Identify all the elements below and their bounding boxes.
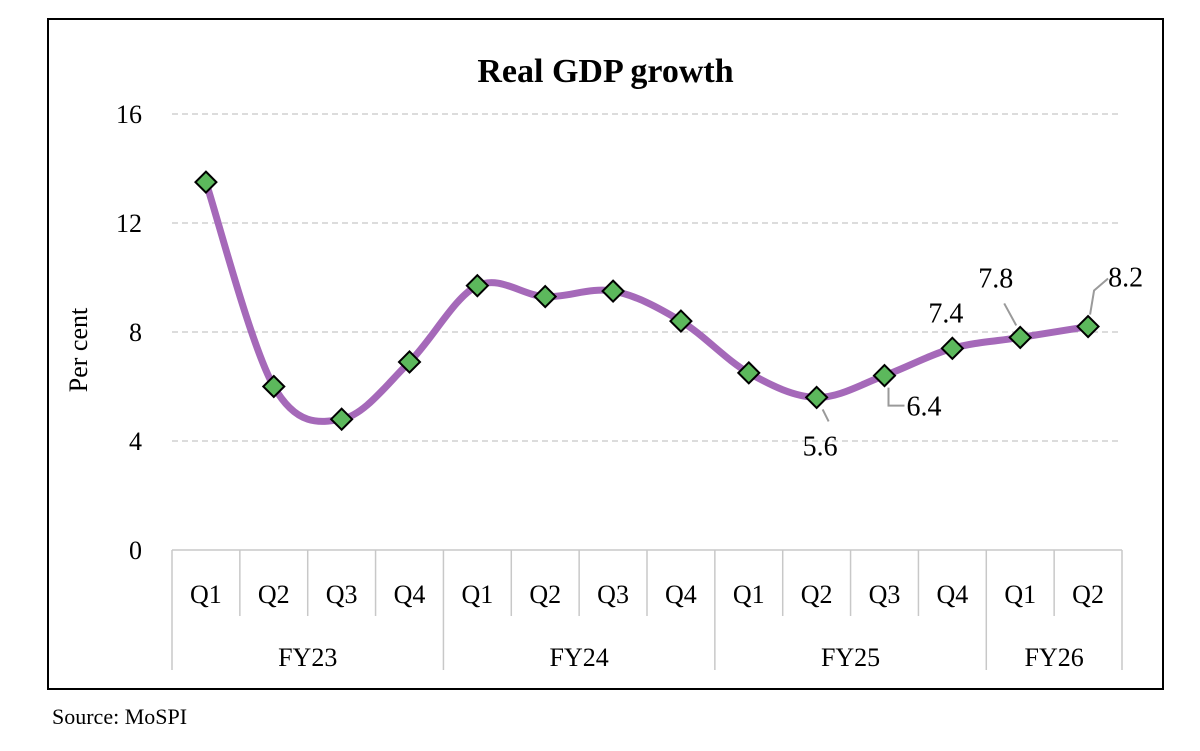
x-group-label: FY23 (278, 643, 337, 672)
data-point (194, 170, 218, 195)
data-label: 7.8 (978, 263, 1013, 294)
data-point (736, 360, 761, 385)
x-tick-label: Q2 (258, 580, 290, 609)
x-tick-label: Q3 (326, 580, 358, 609)
y-tick-label: 12 (116, 209, 142, 238)
x-group-label: FY24 (550, 643, 609, 672)
x-tick-label: Q4 (394, 580, 426, 609)
x-tick-label: Q1 (190, 580, 222, 609)
data-point (1008, 325, 1033, 350)
data-point (872, 363, 897, 388)
x-tick-label: Q1 (461, 580, 493, 609)
line-chart: Real GDP growth 0 4 8 12 16 Per cent Q1 Q2 Q3 Q4 Q1… (64, 53, 1143, 672)
data-point (533, 284, 558, 309)
chart-title: Real GDP growth (477, 53, 733, 90)
y-tick-label: 16 (116, 100, 142, 129)
data-point (261, 374, 286, 399)
y-tick-label: 0 (129, 536, 142, 565)
data-label-leader (1003, 302, 1018, 326)
x-tick-label: Q4 (936, 580, 968, 609)
data-point (601, 279, 625, 304)
data-point (940, 336, 965, 361)
data-label-leader (1089, 277, 1109, 315)
data-point (1076, 314, 1100, 339)
source-note: Source: MoSPI (52, 704, 188, 729)
data-label: 8.2 (1108, 263, 1143, 294)
chart-frame: Real GDP growth 0 4 8 12 16 Per cent Q1 Q2 Q3 Q4 Q1… (47, 18, 1164, 690)
x-tick-label: Q1 (1004, 580, 1036, 609)
x-group-label: FY26 (1025, 643, 1084, 672)
data-label: 5.6 (803, 431, 838, 462)
data-point (669, 309, 693, 334)
data-label-leader (821, 408, 830, 422)
data-point (804, 385, 829, 410)
data-label: 7.4 (928, 298, 963, 329)
y-axis-label: Per cent (64, 307, 93, 392)
data-label: 6.4 (907, 392, 942, 423)
x-tick-label: Q4 (665, 580, 697, 609)
y-tick-label: 4 (129, 427, 142, 456)
x-tick-label: Q2 (529, 580, 561, 609)
x-tick-label: Q3 (597, 580, 629, 609)
x-tick-label: Q3 (869, 580, 901, 609)
x-tick-label: Q2 (1072, 580, 1104, 609)
x-tick-label: Q2 (801, 580, 833, 609)
data-point (397, 350, 422, 374)
x-group-label: FY25 (821, 643, 880, 672)
data-point (329, 407, 354, 432)
data-point (465, 273, 490, 298)
data-label-leader (887, 387, 905, 407)
y-tick-label: 8 (129, 318, 142, 347)
x-tick-label: Q1 (733, 580, 765, 609)
